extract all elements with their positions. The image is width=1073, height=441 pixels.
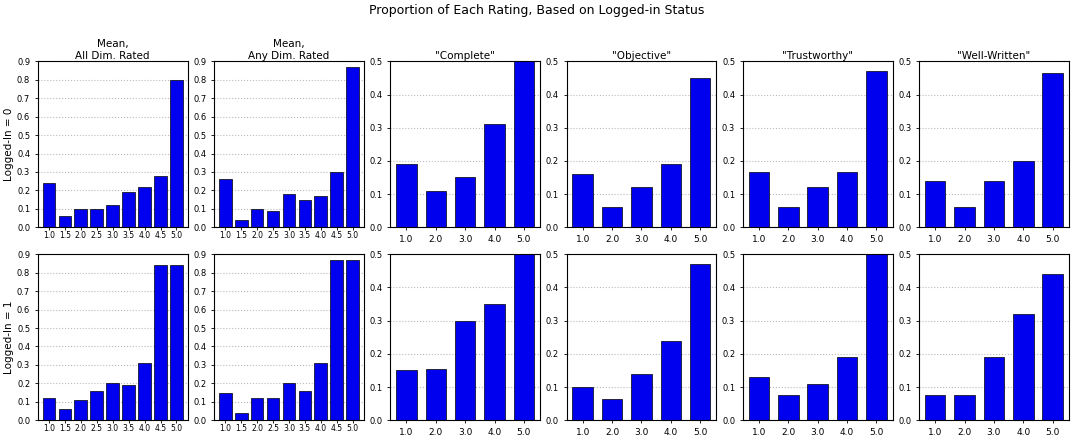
- Bar: [426, 191, 446, 227]
- Text: Proportion of Each Rating, Based on Logged-in Status: Proportion of Each Rating, Based on Logg…: [369, 4, 704, 17]
- Bar: [778, 207, 798, 227]
- Bar: [984, 181, 1004, 227]
- Bar: [235, 220, 248, 227]
- Bar: [330, 172, 343, 227]
- Bar: [235, 413, 248, 420]
- Bar: [455, 177, 475, 227]
- Bar: [1013, 161, 1033, 227]
- Bar: [925, 181, 945, 227]
- Bar: [396, 370, 416, 420]
- Bar: [984, 357, 1004, 420]
- Bar: [267, 398, 279, 420]
- Bar: [251, 209, 264, 227]
- Title: Mean,
Any Dim. Rated: Mean, Any Dim. Rated: [248, 39, 329, 60]
- Bar: [90, 391, 103, 420]
- Bar: [572, 174, 593, 227]
- Y-axis label: Logged-In = 1: Logged-In = 1: [4, 300, 14, 374]
- Bar: [155, 265, 167, 420]
- Bar: [837, 172, 857, 227]
- Bar: [954, 207, 975, 227]
- Bar: [455, 321, 475, 420]
- Y-axis label: Logged-In = 0: Logged-In = 0: [4, 108, 14, 181]
- Bar: [661, 340, 681, 420]
- Bar: [155, 176, 167, 227]
- Bar: [122, 192, 135, 227]
- Bar: [267, 211, 279, 227]
- Bar: [282, 194, 295, 227]
- Title: "Complete": "Complete": [436, 51, 495, 60]
- Bar: [59, 409, 71, 420]
- Bar: [314, 196, 327, 227]
- Bar: [837, 357, 857, 420]
- Bar: [106, 383, 119, 420]
- Bar: [74, 209, 87, 227]
- Bar: [219, 179, 232, 227]
- Bar: [74, 400, 87, 420]
- Bar: [330, 260, 343, 420]
- Bar: [690, 78, 710, 227]
- Bar: [1013, 314, 1033, 420]
- Bar: [749, 377, 769, 420]
- Bar: [484, 124, 505, 227]
- Bar: [807, 384, 828, 420]
- Bar: [219, 392, 232, 420]
- Title: "Trustworthy": "Trustworthy": [782, 51, 853, 60]
- Bar: [484, 304, 505, 420]
- Bar: [347, 260, 359, 420]
- Bar: [631, 187, 651, 227]
- Bar: [514, 11, 534, 227]
- Bar: [426, 369, 446, 420]
- Bar: [631, 374, 651, 420]
- Bar: [298, 391, 311, 420]
- Title: "Well-Written": "Well-Written": [957, 51, 1030, 60]
- Bar: [661, 164, 681, 227]
- Bar: [106, 205, 119, 227]
- Bar: [925, 395, 945, 420]
- Bar: [807, 187, 828, 227]
- Bar: [314, 363, 327, 420]
- Bar: [690, 264, 710, 420]
- Bar: [1042, 274, 1063, 420]
- Bar: [138, 363, 151, 420]
- Bar: [602, 207, 622, 227]
- Bar: [298, 200, 311, 227]
- Bar: [43, 398, 56, 420]
- Bar: [171, 80, 182, 227]
- Bar: [396, 164, 416, 227]
- Title: "Objective": "Objective": [612, 51, 671, 60]
- Bar: [90, 209, 103, 227]
- Title: Mean,
All Dim. Rated: Mean, All Dim. Rated: [75, 39, 150, 60]
- Bar: [778, 395, 798, 420]
- Bar: [251, 398, 264, 420]
- Bar: [171, 265, 182, 420]
- Bar: [43, 183, 56, 227]
- Bar: [602, 399, 622, 420]
- Bar: [1042, 73, 1063, 227]
- Bar: [954, 395, 975, 420]
- Bar: [866, 254, 886, 420]
- Bar: [59, 216, 71, 227]
- Bar: [749, 172, 769, 227]
- Bar: [514, 208, 534, 420]
- Bar: [138, 187, 151, 227]
- Bar: [282, 383, 295, 420]
- Bar: [572, 387, 593, 420]
- Bar: [866, 71, 886, 227]
- Bar: [122, 385, 135, 420]
- Bar: [347, 67, 359, 227]
